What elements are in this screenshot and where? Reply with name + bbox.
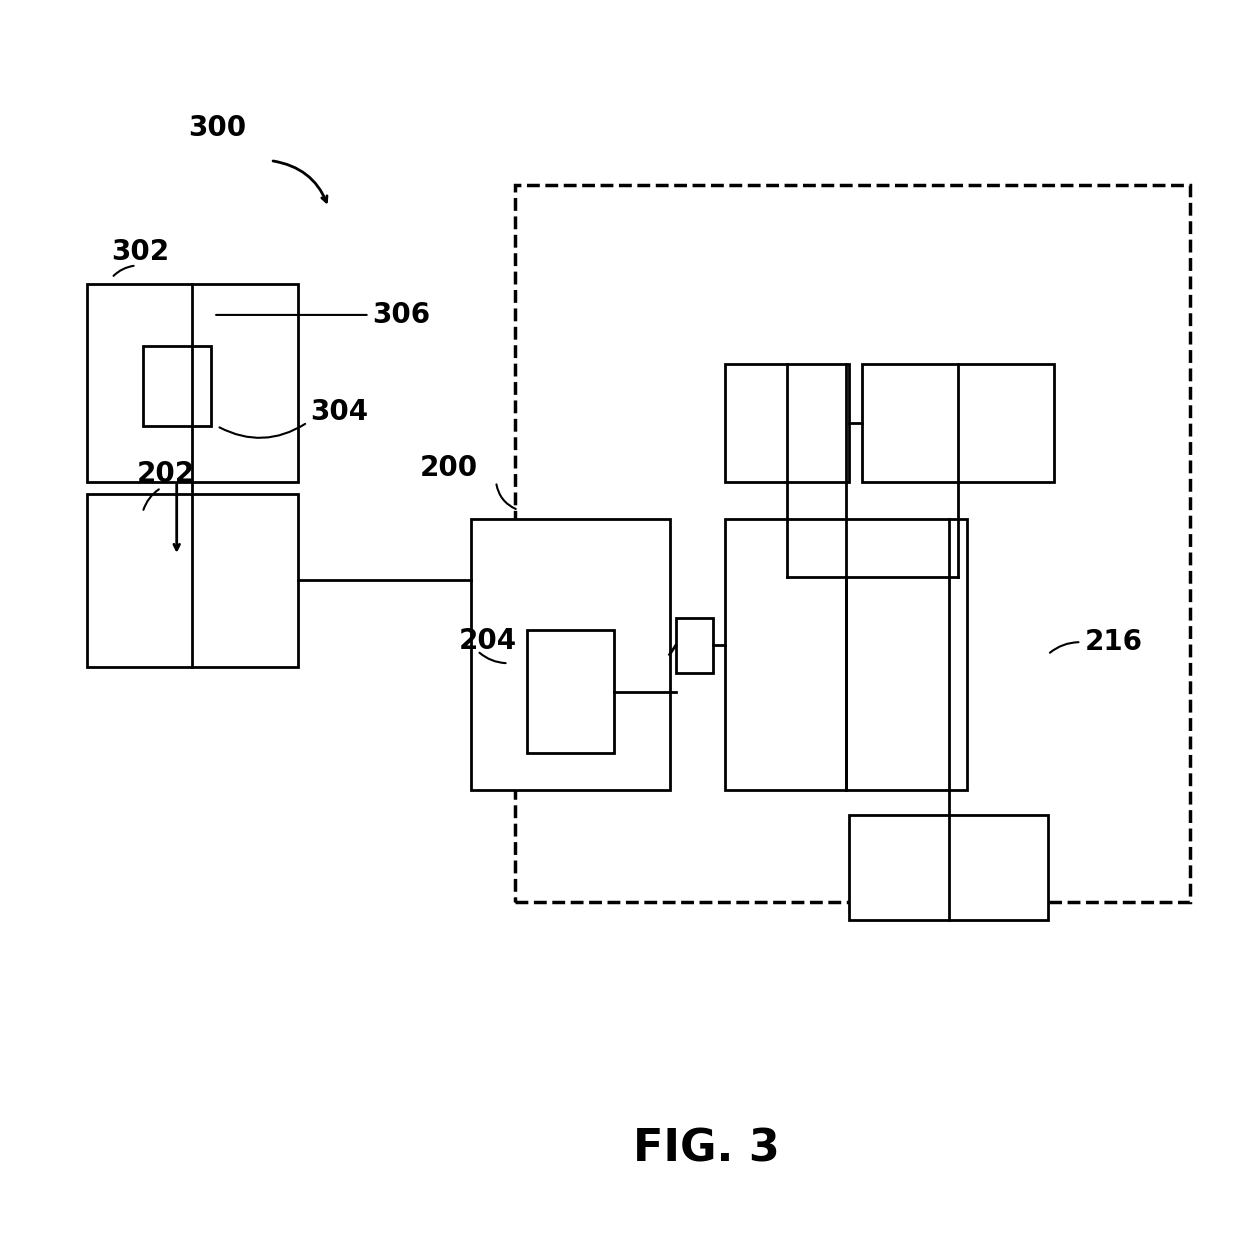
- Text: 300: 300: [188, 114, 246, 142]
- Bar: [862, 364, 1054, 482]
- Bar: [849, 815, 1048, 920]
- Bar: [87, 284, 298, 482]
- Bar: [676, 618, 713, 673]
- Text: 216: 216: [1085, 629, 1143, 656]
- Text: 202: 202: [136, 459, 195, 488]
- Bar: [725, 519, 967, 790]
- Bar: [471, 519, 670, 790]
- Bar: [725, 364, 849, 482]
- Bar: [143, 346, 211, 426]
- Text: 302: 302: [112, 237, 170, 266]
- Text: 304: 304: [310, 398, 368, 426]
- Text: 200: 200: [419, 453, 477, 482]
- Text: 204: 204: [459, 626, 517, 655]
- Bar: [527, 630, 614, 753]
- Text: 306: 306: [372, 301, 430, 329]
- Text: FIG. 3: FIG. 3: [634, 1128, 780, 1170]
- Bar: [515, 185, 1190, 902]
- Bar: [87, 494, 298, 667]
